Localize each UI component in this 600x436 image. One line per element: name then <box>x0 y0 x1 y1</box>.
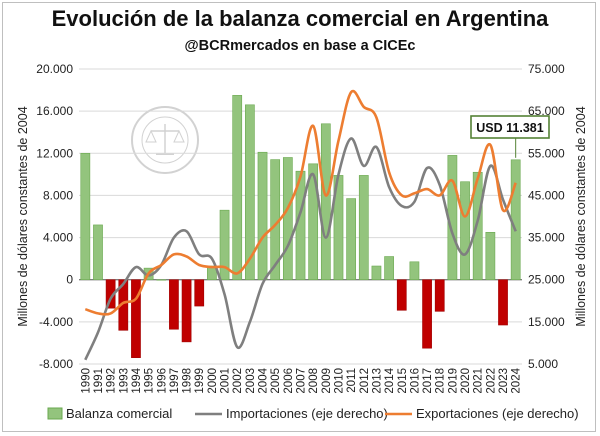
chart-subtitle: @BCRmercados en base a CICEc <box>184 38 416 54</box>
chart-frame <box>2 2 596 432</box>
chart-title: Evolución de la balanza comercial en Arg… <box>51 6 549 31</box>
